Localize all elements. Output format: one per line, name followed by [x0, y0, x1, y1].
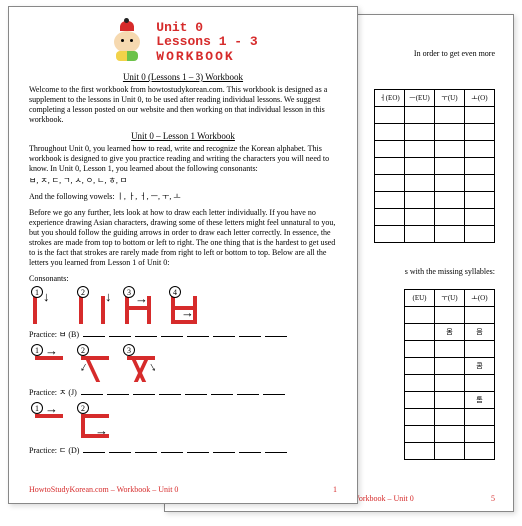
th: ㅗ(O): [465, 90, 495, 107]
back-text-snippet-1: In order to get even more: [414, 49, 495, 58]
practice-line-2: Practice: ㅈ (J): [29, 387, 337, 398]
glyph-step: 1 →: [29, 404, 71, 444]
heading-1: Unit 0 (Lessons 1 – 3) Workbook: [29, 72, 337, 83]
heading-2: Unit 0 – Lesson 1 Workbook: [29, 131, 337, 142]
back-page-number: 5: [491, 494, 495, 503]
glyph-step: 1 →: [29, 346, 71, 386]
glyph-step: 2 ↓: [75, 346, 117, 386]
th: ㅜ(U): [435, 290, 465, 307]
footer-text: HowtoStudyKorean.com – Workbook – Unit 0: [29, 485, 178, 495]
paragraph-3: Before we go any further, lets look at h…: [29, 208, 337, 268]
title-line-3: WORKBOOK: [156, 50, 257, 64]
glyph-step: 2 ↓: [75, 288, 117, 328]
practice-line-1: Practice: ㅂ (B): [29, 329, 337, 340]
glyph-step: 3 →: [121, 288, 163, 328]
glyph-row-b: 1 ↓ 2 ↓ 3 → 4 →: [29, 288, 337, 328]
glyph-row-j: 1 → 2 ↓ 3 ↓: [29, 346, 337, 386]
th: ㅗ(O): [465, 290, 495, 307]
paragraph-2: Throughout Unit 0, you learned how to re…: [29, 144, 337, 174]
practice-label: Practice: ㅈ (J): [29, 388, 77, 397]
mascot-icon: [108, 23, 146, 61]
intro-paragraph: Welcome to the first workbook from howto…: [29, 85, 337, 125]
title-line-2: Lessons 1 - 3: [156, 35, 257, 49]
page-front: Unit 0 Lessons 1 - 3 WORKBOOK Unit 0 (Le…: [8, 6, 358, 504]
back-text-snippet-2: s with the missing syllables:: [405, 267, 495, 276]
vowel-line: And the following vowels: ㅣ, ㅏ, ㅓ, ㅡ, ㅜ,…: [29, 192, 337, 202]
glyph-row-d: 1 → 2 →: [29, 404, 337, 444]
consonant-list: ㅂ, ㅈ, ㄷ, ㄱ, ㅅ, ㅇ, ㄴ, ㅎ, ㅁ: [29, 176, 337, 186]
title-line-1: Unit 0: [156, 21, 257, 35]
title-block: Unit 0 Lessons 1 - 3 WORKBOOK: [156, 21, 257, 64]
front-page-number: 1: [333, 485, 337, 495]
glyph-step: 4 →: [167, 288, 209, 328]
th: ㅓ(EO): [375, 90, 405, 107]
practice-line-3: Practice: ㄷ (D): [29, 445, 337, 456]
practice-label: Practice: ㅂ (B): [29, 330, 79, 339]
header: Unit 0 Lessons 1 - 3 WORKBOOK: [29, 21, 337, 64]
glyph-step: 2 →: [75, 404, 117, 444]
practice-label: Practice: ㄷ (D): [29, 446, 79, 455]
glyph-step: 3 ↓: [121, 346, 163, 386]
th: ㅜ(U): [435, 90, 465, 107]
front-footer: HowtoStudyKorean.com – Workbook – Unit 0…: [29, 485, 337, 495]
th: ㅡ(EU): [405, 90, 435, 107]
th: (EU): [405, 290, 435, 307]
consonants-label: Consonants:: [29, 274, 337, 284]
back-table-1: ㅓ(EO) ㅡ(EU) ㅜ(U) ㅗ(O): [374, 89, 495, 243]
back-table-2: (EU) ㅜ(U) ㅗ(O) 몸믐 콤 톰: [404, 289, 495, 460]
glyph-step: 1 ↓: [29, 288, 71, 328]
